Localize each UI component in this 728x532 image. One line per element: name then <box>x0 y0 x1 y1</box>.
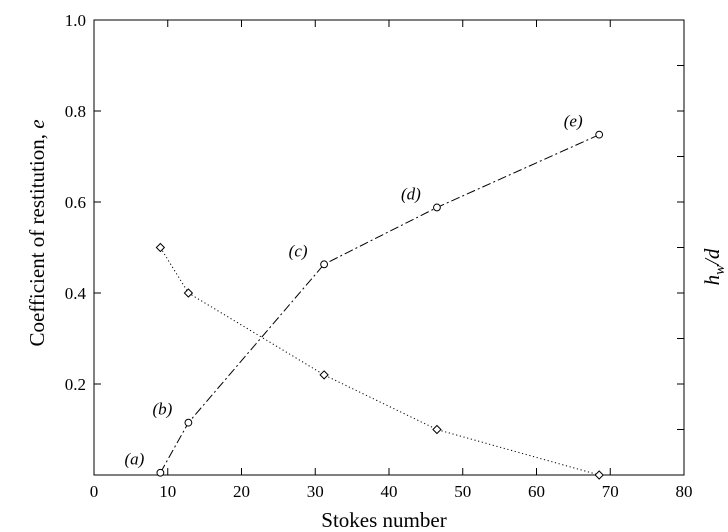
x-tick-label: 70 <box>602 482 619 501</box>
series-1-line <box>159 134 600 473</box>
right-axis-title-sub: w <box>712 265 728 275</box>
series-2-point <box>432 424 442 435</box>
point-label: (a) <box>124 450 144 469</box>
point-label: (c) <box>289 241 308 260</box>
series-1-point <box>433 203 441 212</box>
series-markers <box>155 130 604 480</box>
series-2-point <box>183 288 194 298</box>
series-lines <box>159 134 600 476</box>
x-tick-label: 30 <box>307 482 324 501</box>
x-tick-label: 0 <box>90 482 99 501</box>
right-axis-title-rest: /d <box>700 248 724 266</box>
series-2-point <box>319 370 329 380</box>
y-tick-label: 0.6 <box>65 193 86 212</box>
right-axis-title-h: h <box>700 275 724 286</box>
x-tick-label: 50 <box>454 482 471 501</box>
right-axis-title: hw/d <box>700 248 728 285</box>
y-tick-label: 0.4 <box>65 284 87 303</box>
point-label: (b) <box>152 400 172 419</box>
x-tick-label: 80 <box>676 482 693 501</box>
x-tick-label: 20 <box>233 482 250 501</box>
tick-labels: 0 10 20 30 40 50 60 70 80 0.2 0.4 0.6 0.8 1.0 <box>65 11 693 501</box>
y-axis-title-main: Coefficient of restitution, <box>25 129 49 347</box>
y-tick-label: 1.0 <box>65 11 86 30</box>
plot-frame <box>93 19 685 476</box>
x-tick-label: 10 <box>159 482 176 501</box>
point-label: (e) <box>564 112 583 131</box>
x-tick-label: 40 <box>381 482 398 501</box>
series-2-point <box>155 242 166 253</box>
series-1-point <box>184 418 193 427</box>
series-1-point <box>320 260 329 269</box>
y-tick-label: 0.8 <box>65 102 86 121</box>
x-tick-label: 60 <box>528 482 545 501</box>
y-tick-label: 0.2 <box>65 375 86 394</box>
point-label: (d) <box>401 184 421 203</box>
x-axis-title: Stokes number <box>321 508 446 532</box>
series-1-point <box>595 130 604 139</box>
series-2-point <box>594 470 604 480</box>
y-axis-title-var: e <box>25 119 49 128</box>
y-axis-title: Coefficient of restitution, e <box>25 119 49 346</box>
series-1-point <box>156 468 165 477</box>
axis-ticks <box>93 19 685 476</box>
point-labels: (a) (b) (c) (d) (e) <box>124 112 582 469</box>
series-2-line <box>159 247 600 476</box>
